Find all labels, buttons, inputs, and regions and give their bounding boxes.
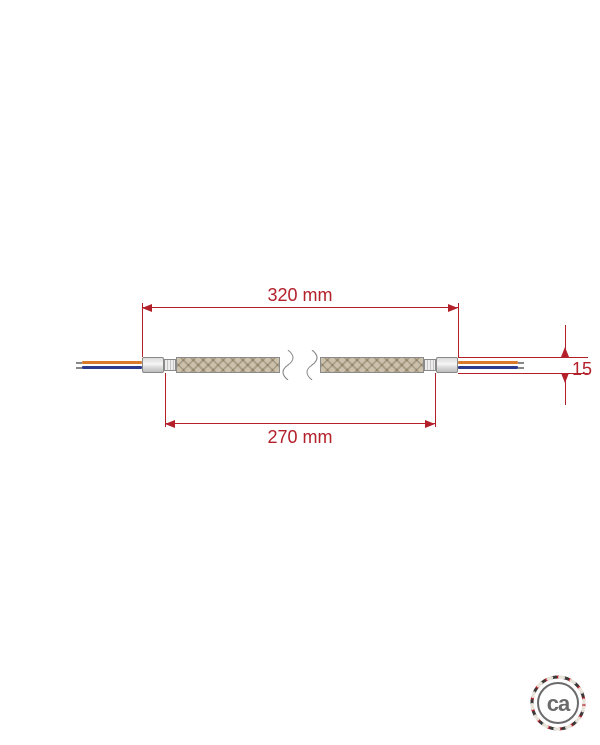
ext-line-top-right xyxy=(458,303,459,357)
logo-text: ca xyxy=(530,691,586,717)
conductor-tip xyxy=(518,362,524,364)
hext-top xyxy=(458,357,588,358)
conductor-tip xyxy=(518,367,524,369)
dim-label-right: 15 xyxy=(572,359,592,380)
brand-logo: ca xyxy=(530,675,586,731)
dim-line-top xyxy=(142,307,458,308)
conductor-tip xyxy=(76,362,82,364)
dim-label-top: 320 mm xyxy=(267,285,332,306)
braided-tube-left xyxy=(176,357,280,373)
dim-label-bottom: 270 mm xyxy=(267,427,332,448)
ext-line-bot-left xyxy=(165,373,166,427)
diagram-canvas: 320 mm 270 mm 15 ca xyxy=(0,0,600,745)
arrow-right-icon xyxy=(448,304,458,312)
metal-cap-right xyxy=(436,357,458,373)
arrow-right-icon xyxy=(425,420,435,428)
exposed-wires-right xyxy=(458,361,518,369)
metal-cap-left xyxy=(142,357,164,373)
arrow-left-icon xyxy=(142,304,152,312)
wire-orange-left xyxy=(82,361,142,364)
wire-blue-right xyxy=(458,366,518,369)
break-symbol-icon xyxy=(280,350,320,380)
exposed-wires-left xyxy=(82,361,142,369)
wire-orange-right xyxy=(458,361,518,364)
dim-line-bottom xyxy=(165,423,435,424)
wire-blue-left xyxy=(82,366,142,369)
conductor-tip xyxy=(76,367,82,369)
arrow-down-icon xyxy=(561,347,569,357)
arrow-up-icon xyxy=(561,373,569,383)
thread-right xyxy=(424,359,436,371)
thread-left xyxy=(164,359,176,371)
ext-line-bot-right xyxy=(435,373,436,427)
braided-tube-right xyxy=(320,357,424,373)
arrow-left-icon xyxy=(165,420,175,428)
